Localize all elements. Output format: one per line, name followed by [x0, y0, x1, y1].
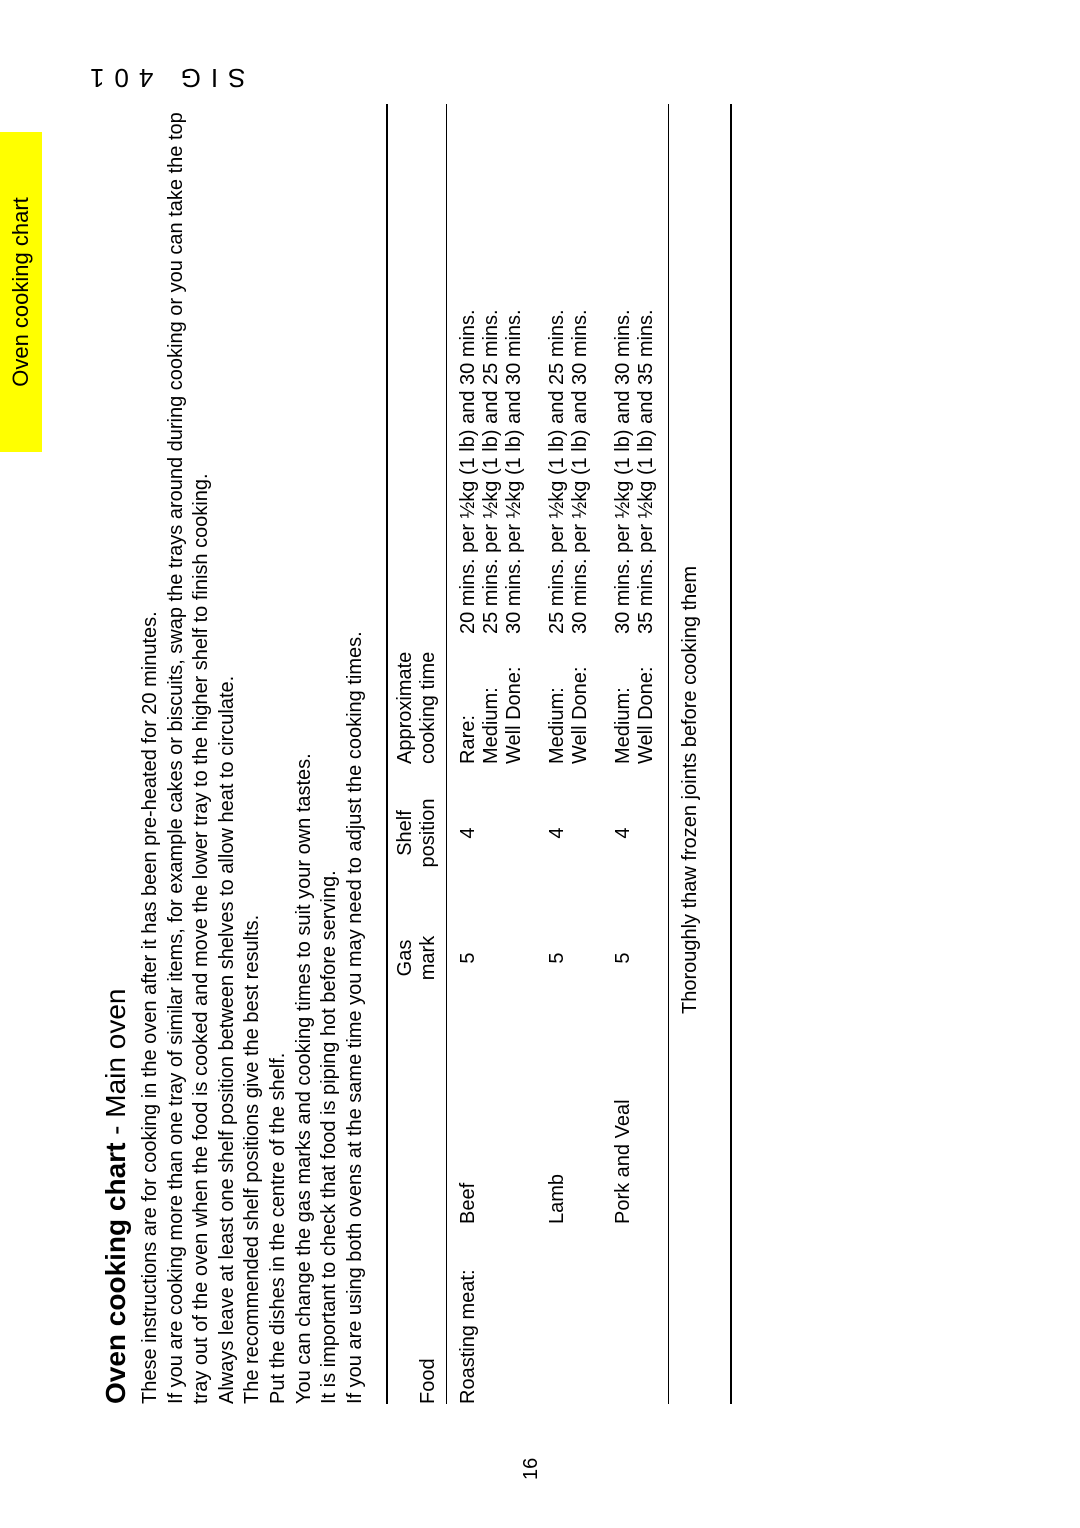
doneness-time: 20 mins. per ½kg (1 lb) and 30 mins. — [457, 309, 480, 634]
doneness-time: 25 mins. per ½kg (1 lb) and 25 mins. — [480, 309, 503, 634]
main-content: Oven cooking chart - Main oven These ins… — [100, 104, 732, 1404]
shelf-position: 4 — [602, 764, 668, 894]
col-item-header — [388, 1014, 446, 1224]
intro-line: These instructions are for cooking in th… — [138, 104, 164, 1404]
page-number: 16 — [520, 1458, 543, 1480]
intro-line: Always leave at least one shelf position… — [215, 104, 241, 1404]
title-main: Oven cooking chart — [100, 1143, 131, 1404]
col-time-label-1: Approximate — [394, 652, 416, 764]
table-header-row: Food Gas mark Shelf position Approximate… — [388, 104, 446, 1404]
col-time-label-2: cooking time — [417, 652, 439, 764]
col-gas-label-1: Gas — [394, 940, 416, 977]
doneness-time: 30 mins. per ½kg (1 lb) and 30 mins. — [569, 309, 592, 634]
doneness-time: 30 mins. per ½kg (1 lb) and 30 mins. — [503, 309, 526, 634]
gas-mark: 5 — [602, 894, 668, 1014]
meat-name: Beef — [447, 1014, 536, 1224]
doneness-label: Medium: — [480, 634, 503, 764]
title-sub: - Main oven — [100, 989, 131, 1143]
col-gas-header: Gas mark — [388, 894, 446, 1014]
section-tab: Oven cooking chart — [0, 132, 42, 452]
intro-line: It is important to check that food is pi… — [317, 104, 343, 1404]
intro-line: You can change the gas marks and cooking… — [292, 104, 318, 1404]
footer-note-row: Thoroughly thaw frozen joints before coo… — [669, 104, 712, 1404]
col-shelf-header: Shelf position — [388, 764, 446, 894]
table-row: Roasting meat: Beef 5 4 Rare:20 mins. pe… — [447, 104, 536, 1404]
doneness-label: Well Done: — [503, 634, 526, 764]
cooking-chart-table: Food Gas mark Shelf position Approximate… — [388, 104, 732, 1404]
section-tab-label: Oven cooking chart — [8, 197, 33, 387]
table-row: Lamb 5 4 Medium:25 mins. per ½kg (1 lb) … — [536, 104, 602, 1404]
col-time-header: Approximate cooking time — [388, 104, 446, 764]
cooking-time-cell: Rare:20 mins. per ½kg (1 lb) and 30 mins… — [447, 104, 536, 764]
gas-mark: 5 — [447, 894, 536, 1014]
doneness-time: 30 mins. per ½kg (1 lb) and 30 mins. — [612, 309, 635, 634]
doneness-label: Medium: — [546, 634, 569, 764]
page-title: Oven cooking chart - Main oven — [100, 104, 132, 1404]
cooking-time-cell: Medium:30 mins. per ½kg (1 lb) and 30 mi… — [602, 104, 668, 764]
page-rotated-container: Oven cooking chart SIG 401 16 Oven cooki… — [0, 0, 1080, 1528]
col-food-label: Food — [417, 1358, 439, 1404]
col-shelf-label-1: Shelf — [394, 810, 416, 856]
intro-line: If you are cooking more than one tray of… — [164, 104, 215, 1404]
shelf-position: 4 — [536, 764, 602, 894]
section-label: Roasting meat: — [447, 1224, 536, 1404]
doneness-label: Well Done: — [569, 634, 592, 764]
meat-name: Lamb — [536, 1014, 602, 1224]
intro-line: The recommended shelf positions give the… — [240, 104, 266, 1404]
meat-name: Pork and Veal — [602, 1014, 668, 1224]
shelf-position: 4 — [447, 764, 536, 894]
doneness-label: Well Done: — [635, 634, 658, 764]
model-code: SIG 401 — [80, 62, 245, 93]
doneness-label: Medium: — [612, 634, 635, 764]
col-food-header: Food — [388, 1224, 446, 1404]
intro-line: Put the dishes in the centre of the shel… — [266, 104, 292, 1404]
col-shelf-label-2: position — [417, 799, 439, 868]
doneness-label: Rare: — [457, 634, 480, 764]
table-row: Pork and Veal 5 4 Medium:30 mins. per ½k… — [602, 104, 668, 1404]
doneness-time: 35 mins. per ½kg (1 lb) and 35 mins. — [635, 309, 658, 634]
intro-block: These instructions are for cooking in th… — [138, 104, 368, 1404]
gas-mark: 5 — [536, 894, 602, 1014]
intro-line: If you are using both ovens at the same … — [343, 104, 369, 1404]
cooking-time-cell: Medium:25 mins. per ½kg (1 lb) and 25 mi… — [536, 104, 602, 764]
footer-note: Thoroughly thaw frozen joints before coo… — [669, 104, 712, 1014]
doneness-time: 25 mins. per ½kg (1 lb) and 25 mins. — [546, 309, 569, 634]
col-gas-label-2: mark — [417, 936, 439, 980]
divider — [730, 104, 732, 1404]
